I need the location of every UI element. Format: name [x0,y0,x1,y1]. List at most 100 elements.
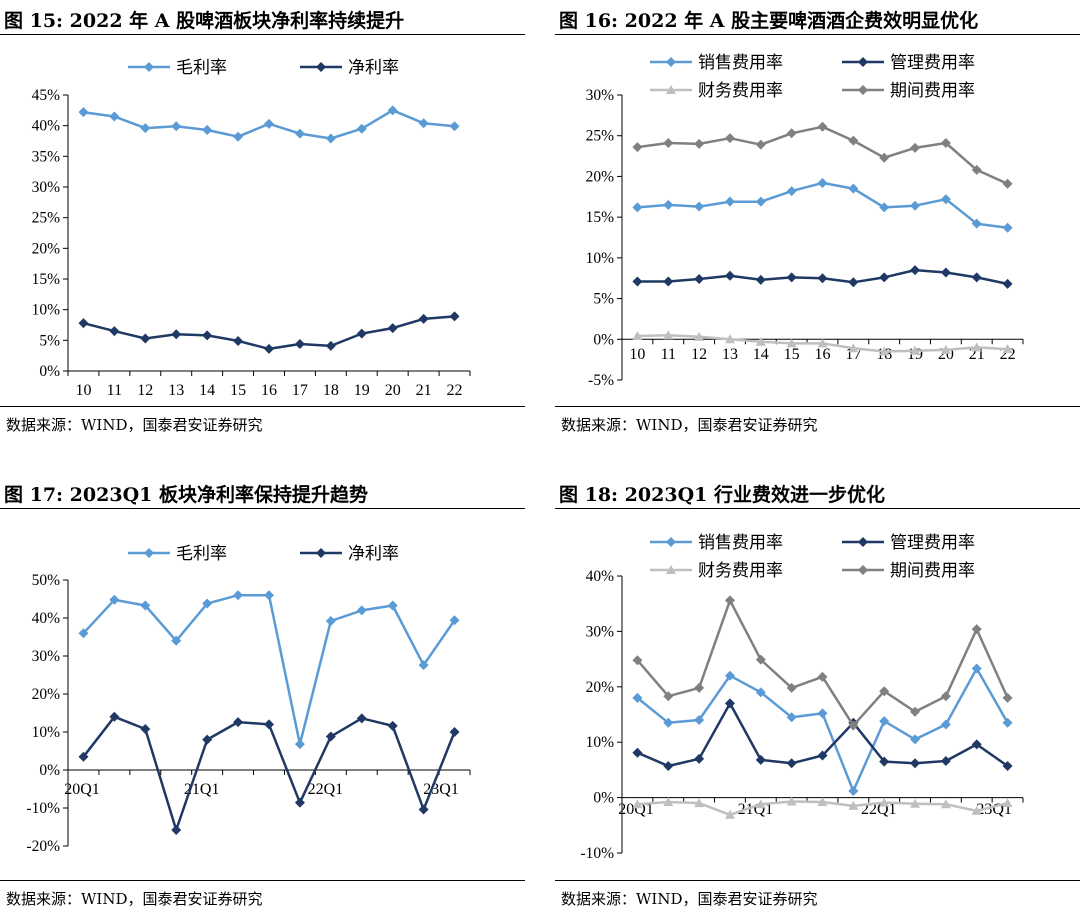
data-point [940,194,951,205]
legend-item: 期间费用率 [842,561,975,581]
data-point [78,751,89,762]
data-point [663,276,674,287]
data-point [817,750,828,761]
y-tick-label: 10% [32,302,61,319]
x-tick-label: 13 [722,346,738,363]
x-tick-label: 20Q1 [618,801,654,818]
data-point [663,761,674,772]
title-rule [555,34,1080,35]
data-point [202,124,213,135]
chart-15-plot: 0% 5% 10% 15% 20% 25% 30% 35% 40% 45% 10 11 12 13 14 15… [32,58,471,399]
data-point [971,663,982,674]
data-point [971,164,982,175]
legend-marker [316,548,326,558]
data-point [910,200,921,211]
data-point [817,797,828,807]
legend-marker [858,57,868,67]
data-point [294,797,305,808]
source-note: 数据来源：WIND，国泰君安证券研究 [561,890,818,908]
data-point [140,333,151,344]
x-tick-label: 12 [691,346,707,363]
x-tick-label: 10 [75,382,91,399]
source-rule [555,880,1080,881]
legend-item: 净利率 [300,544,399,564]
data-point [294,739,305,750]
data-point [848,277,859,288]
data-point [632,799,643,809]
y-tick-label: 40% [32,610,61,627]
data-point [940,799,951,809]
legend-marker [316,62,326,72]
data-point [449,727,460,737]
data-point [817,338,828,348]
y-tick-label: 20% [586,168,615,185]
x-tick-label: 16 [261,382,277,399]
data-point [264,590,274,601]
data-point [694,274,705,285]
data-point [694,753,705,764]
legend-label: 管理费用率 [890,533,975,553]
data-point [356,328,367,339]
data-point [879,272,890,283]
data-point [910,265,921,276]
data-point [140,600,151,611]
series-销售费用率 [632,663,1013,796]
x-tick-label: 17 [292,382,308,399]
data-point [1002,717,1013,728]
data-point [848,785,859,796]
legend-label: 期间费用率 [890,81,975,101]
data-point [755,139,766,150]
data-point [418,804,429,815]
legend-label: 管理费用率 [890,53,975,73]
data-point [724,595,735,606]
legend-item: 净利率 [300,58,399,78]
y-tick-label: 20% [586,679,615,696]
y-tick-label: 30% [586,623,615,640]
data-point [724,698,735,709]
y-tick-label: 40% [586,568,615,585]
data-point [387,105,398,116]
data-point [940,691,951,702]
legend-marker [666,57,676,67]
data-point [910,706,921,717]
data-point [264,118,274,129]
data-point [971,272,982,283]
y-tick-label: 0% [39,762,60,779]
data-point [910,734,921,745]
data-point [786,758,797,769]
title-rule [0,34,525,35]
x-tick-label: 18 [323,382,339,399]
x-tick-label: 15 [784,346,800,363]
x-tick-label: 21 [416,382,432,399]
y-tick-label: 15% [32,271,61,288]
data-point [387,323,398,334]
series-管理费用率 [632,698,1013,772]
data-point [879,202,890,213]
series-line [637,125,1009,185]
data-point [817,177,828,188]
data-point [663,797,674,807]
data-point [879,716,890,727]
data-point [848,343,859,353]
chart-title: 图 15: 2022 年 A 股啤酒板块净利率持续提升 [4,10,405,32]
data-point [264,719,274,730]
y-tick-label: 25% [586,128,615,145]
data-point [1002,692,1013,703]
legend-marker [666,85,676,94]
x-tick-label: 17 [845,346,861,363]
data-point [817,121,828,132]
x-tick-label: 16 [815,346,831,363]
series-期间费用率 [632,121,1013,189]
legend-item: 管理费用率 [842,533,975,553]
data-point [755,196,766,207]
data-point [109,594,120,605]
data-point [202,330,213,341]
legend-label: 毛利率 [176,58,227,78]
y-tick-label: 0% [593,331,614,348]
data-point [171,825,182,836]
x-tick-label: 20 [385,382,401,399]
data-point [663,138,674,149]
series-净利率 [78,311,460,354]
legend-marker [858,85,868,95]
data-point [109,326,120,337]
